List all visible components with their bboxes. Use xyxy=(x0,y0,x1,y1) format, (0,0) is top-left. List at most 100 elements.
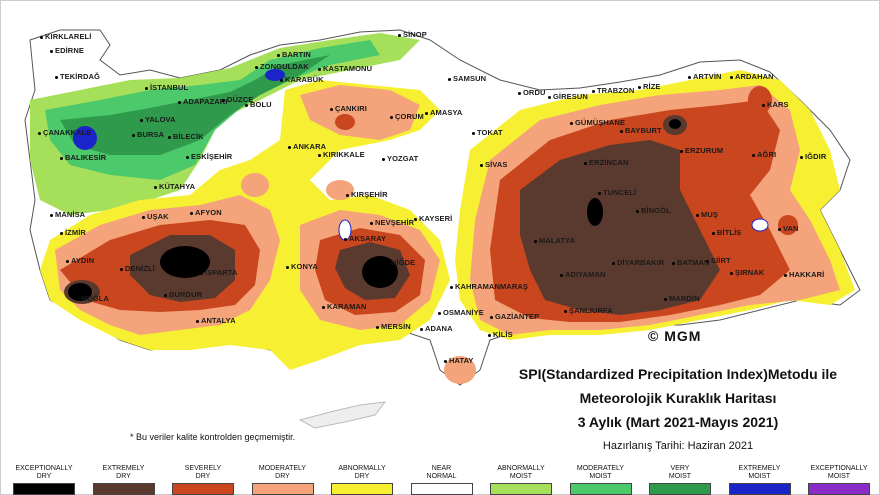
city-label: IĞDIR xyxy=(800,152,826,161)
legend-label: EXCEPTIONALLY MOIST xyxy=(803,463,875,481)
city-label: ÇORUM xyxy=(390,112,424,121)
city-label: MUĞLA xyxy=(76,294,109,303)
city-label: TOKAT xyxy=(472,128,503,137)
city-label: KAHRAMANMARAŞ xyxy=(450,282,528,291)
legend-label: SEVERELY DRY xyxy=(167,463,239,481)
city-label: OSMANİYE xyxy=(438,308,484,317)
mgm-logo: © MGM xyxy=(648,328,702,344)
city-label: AFYON xyxy=(190,208,222,217)
city-label: VAN xyxy=(778,224,799,233)
city-label: İZMİR xyxy=(60,228,86,237)
legend-swatch xyxy=(92,483,155,495)
legend-label-line2: NORMAL xyxy=(426,473,457,480)
city-label: ARDAHAN xyxy=(730,72,774,81)
city-label: İSTANBUL xyxy=(145,83,188,92)
legend-label: MODERATELY DRY xyxy=(247,463,319,481)
city-label: BOLU xyxy=(245,100,272,109)
legend-item: SEVERELY DRY xyxy=(167,463,239,495)
title-line1: SPI(Standardized Precipitation Index)Met… xyxy=(518,366,838,382)
city-label: GİRESUN xyxy=(548,92,588,101)
city-label: BATMAN xyxy=(672,258,710,267)
city-label: SİİRT xyxy=(706,256,731,265)
city-label: BURDUR xyxy=(164,290,202,299)
city-label: TRABZON xyxy=(592,86,634,95)
city-label: MARDİN xyxy=(664,294,700,303)
exceptionally-dry-usak xyxy=(160,246,210,278)
legend-label: EXTREMELY DRY xyxy=(88,463,160,481)
severely-dry-cankiri xyxy=(335,114,355,130)
legend-swatch xyxy=(808,483,870,495)
city-label: DENİZLİ xyxy=(120,264,155,273)
legend-label-line1: ABNORMALLY xyxy=(497,465,545,472)
legend-item: VERY MOIST xyxy=(644,463,716,495)
city-label: KÜTAHYA xyxy=(154,182,195,191)
city-label: ERZİNCAN xyxy=(584,158,629,167)
legend-label-line2: DRY xyxy=(354,473,370,480)
city-label: KARS xyxy=(762,100,789,109)
city-label: YOZGAT xyxy=(382,154,418,163)
moderately-dry-afyon xyxy=(241,173,269,197)
city-label: KIRKLARELİ xyxy=(40,32,91,41)
legend-swatch xyxy=(728,483,791,495)
city-label: DÜZCE xyxy=(222,95,253,104)
city-label: ADAPAZARI xyxy=(178,97,228,106)
city-label: ADANA xyxy=(420,324,453,333)
city-label: BAYBURT xyxy=(620,126,662,135)
city-label: MALATYA xyxy=(534,236,575,245)
legend-swatch xyxy=(172,483,234,495)
city-label: GÜMÜŞHANE xyxy=(570,118,625,127)
legend-label: MODERATELY MOIST xyxy=(565,463,637,481)
title-line2: Meteorolojik Kuraklık Haritası xyxy=(579,390,777,406)
legend-swatch xyxy=(251,483,314,495)
exceptionally-dry-bayburt xyxy=(669,119,681,129)
city-label: KIRŞEHİR xyxy=(346,190,388,199)
legend-item: NEAR NORMAL xyxy=(406,463,478,495)
city-label: KASTAMONU xyxy=(318,64,372,73)
city-label: UŞAK xyxy=(142,212,169,221)
city-label: YALOVA xyxy=(140,115,176,124)
legend-item: MODERATELY MOIST xyxy=(565,463,637,495)
legend-item: MODERATELY DRY xyxy=(247,463,319,495)
legend-swatch xyxy=(569,483,632,495)
legend-swatch xyxy=(331,483,393,495)
legend-label-line2: DRY xyxy=(275,473,290,480)
legend-label: VERY MOIST xyxy=(644,463,716,481)
city-label: KIRIKKALE xyxy=(318,150,365,159)
legend-item: EXCEPTIONALLY MOIST xyxy=(803,463,875,495)
legend-label-line1: ABNORMALLY xyxy=(338,465,386,472)
city-label: ANKARA xyxy=(288,142,326,151)
legend-swatch xyxy=(410,483,473,495)
city-label: BİTLİS xyxy=(712,228,741,237)
legend-label-line2: MOIST xyxy=(668,473,692,480)
legend-item: EXCEPTIONALLY DRY xyxy=(8,463,80,495)
legend-label: ABNORMALLY MOIST xyxy=(485,463,557,481)
city-label: MANİSA xyxy=(50,210,85,219)
city-label: SAMSUN xyxy=(448,74,486,83)
city-label: BURSA xyxy=(132,130,164,139)
legend-label-line2: DRY xyxy=(195,473,211,480)
city-label: BİLECİK xyxy=(168,132,204,141)
city-label: SİNOP xyxy=(398,30,427,39)
preparation-date: Hazırlanış Tarihi: Haziran 2021 xyxy=(602,440,754,452)
legend-label-line1: MODERATELY xyxy=(576,465,625,472)
legend-label: EXCEPTIONALLY DRY xyxy=(8,463,80,481)
city-label: TUNCELİ xyxy=(598,188,636,197)
quality-note: * Bu veriler kalite kontrolden geçmemişt… xyxy=(130,432,296,442)
legend-label-line1: EXTREMELY xyxy=(102,465,145,472)
city-label: AKSARAY xyxy=(344,234,386,243)
legend-item: ABNORMALLY DRY xyxy=(326,463,398,495)
legend-item: EXTREMELY MOIST xyxy=(724,463,796,495)
city-label: MUŞ xyxy=(696,210,718,219)
legend-label: ABNORMALLY DRY xyxy=(326,463,398,481)
legend-label-line2: DRY xyxy=(116,473,131,480)
city-label: KARABÜK xyxy=(280,75,324,84)
legend-label-line2: MOIST xyxy=(509,473,533,480)
legend-label-line1: VERY xyxy=(670,465,690,472)
city-label: GAZİANTEP xyxy=(490,312,539,321)
city-label: BİNGÖL xyxy=(636,206,671,215)
city-label: HATAY xyxy=(444,356,474,365)
city-label: ÇANKIRI xyxy=(330,104,367,113)
lake-van xyxy=(751,218,769,232)
legend-label: EXTREMELY MOIST xyxy=(724,463,796,481)
city-label: ŞIRNAK xyxy=(730,268,764,277)
